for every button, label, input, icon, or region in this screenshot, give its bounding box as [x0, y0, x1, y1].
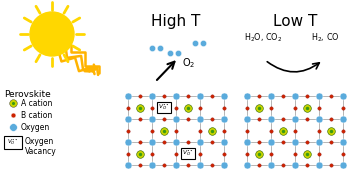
FancyArrowPatch shape: [267, 62, 319, 72]
Text: Vacancy: Vacancy: [25, 146, 57, 156]
Circle shape: [30, 12, 74, 56]
Text: H$_2$, CO: H$_2$, CO: [311, 32, 339, 44]
Text: Oxygen: Oxygen: [25, 136, 54, 146]
Bar: [181, 148, 195, 160]
Text: $V_O^{\bullet\bullet}$: $V_O^{\bullet\bullet}$: [8, 137, 19, 147]
Bar: [157, 101, 171, 113]
Text: A cation: A cation: [21, 98, 52, 108]
Text: Oxygen: Oxygen: [21, 122, 50, 132]
Text: H$_2$O, CO$_2$: H$_2$O, CO$_2$: [244, 32, 282, 44]
Text: $V_O^{\bullet\bullet}$: $V_O^{\bullet\bullet}$: [158, 103, 170, 112]
Text: O$_2$: O$_2$: [182, 56, 195, 70]
Text: Low T: Low T: [273, 14, 317, 29]
Text: B cation: B cation: [21, 111, 52, 119]
Text: $V_O^{\bullet\bullet}$: $V_O^{\bullet\bullet}$: [182, 149, 194, 158]
Text: High T: High T: [151, 14, 201, 29]
Bar: [4, 136, 22, 149]
Text: Perovskite: Perovskite: [4, 90, 51, 99]
